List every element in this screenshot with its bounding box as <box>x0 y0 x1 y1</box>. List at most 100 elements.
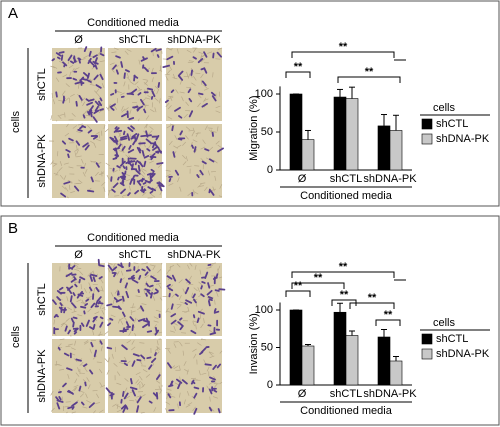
fibre <box>74 152 77 158</box>
cell <box>121 295 125 302</box>
cell <box>69 295 73 303</box>
cell <box>150 357 157 364</box>
fibre <box>153 320 159 323</box>
cell <box>113 127 120 133</box>
cell <box>83 363 88 367</box>
fibre <box>118 166 122 172</box>
cell <box>112 182 119 189</box>
cell <box>98 276 103 280</box>
fibre <box>97 333 103 336</box>
fibre <box>153 324 157 329</box>
fibre <box>141 262 147 265</box>
y-tick-label: 100 <box>255 88 273 100</box>
micrograph <box>52 258 106 337</box>
fibre <box>170 123 175 126</box>
fibre <box>182 350 185 356</box>
fibre <box>178 279 183 284</box>
fibre <box>85 393 88 399</box>
fibre <box>216 126 219 132</box>
fibre <box>219 381 223 385</box>
fibre <box>158 98 161 104</box>
fibre <box>177 48 179 54</box>
fibre <box>140 412 145 414</box>
cell <box>130 378 133 385</box>
fibre <box>140 394 146 398</box>
cell <box>109 136 115 141</box>
fibre <box>51 162 57 165</box>
error-bar <box>381 329 387 337</box>
cell <box>139 305 145 312</box>
cell <box>135 169 141 175</box>
legend-swatch <box>421 118 433 130</box>
fibre <box>116 371 121 376</box>
significance-bracket <box>337 76 401 83</box>
cell <box>111 188 116 193</box>
cell <box>133 105 138 109</box>
fibre <box>136 381 141 386</box>
cell <box>201 281 206 284</box>
fibre <box>184 310 190 313</box>
cell <box>120 262 124 269</box>
fibre <box>206 385 210 391</box>
cell <box>152 146 158 151</box>
cell <box>88 50 92 57</box>
fibre <box>193 76 197 81</box>
cell <box>57 56 61 60</box>
fibre <box>192 321 195 327</box>
fibre <box>126 49 132 52</box>
fibre <box>165 75 169 81</box>
cell <box>58 51 65 54</box>
cell <box>136 180 142 186</box>
y-tick-label: 50 <box>261 341 273 353</box>
fibre <box>58 99 64 102</box>
fibre <box>155 309 161 312</box>
fibre <box>113 105 118 110</box>
cell <box>56 290 62 295</box>
cell <box>129 316 135 322</box>
cell <box>78 95 83 101</box>
fibre <box>157 269 162 274</box>
fibre <box>99 409 104 413</box>
cell <box>52 299 57 305</box>
fibre <box>83 55 88 59</box>
cell <box>127 148 135 154</box>
fibre <box>197 287 200 293</box>
fibre <box>142 184 148 188</box>
fibre <box>55 360 58 366</box>
fibre <box>186 71 189 77</box>
fibre <box>154 85 159 90</box>
fibre <box>188 129 194 132</box>
cell <box>151 90 156 98</box>
fibre <box>87 384 91 390</box>
fibre <box>166 394 169 400</box>
cell <box>179 317 183 321</box>
cell <box>184 302 188 306</box>
fibre <box>153 407 157 412</box>
cell <box>213 308 217 313</box>
significance-label: ** <box>314 272 323 284</box>
cell <box>193 392 198 399</box>
legend-label: shCTL <box>436 333 468 345</box>
cell <box>123 72 126 79</box>
cell <box>121 311 126 318</box>
cell <box>114 147 117 152</box>
cell <box>122 405 127 413</box>
cell <box>82 114 86 119</box>
fibre <box>53 172 59 176</box>
fibre <box>165 401 171 405</box>
cell <box>95 84 102 89</box>
cell <box>146 148 151 152</box>
bar <box>345 98 359 171</box>
fibre <box>119 317 124 321</box>
fibre <box>84 288 87 293</box>
fibre <box>203 88 209 91</box>
fibre <box>81 97 86 102</box>
fibre <box>203 318 205 324</box>
fibre <box>214 299 216 305</box>
fibre <box>173 365 179 370</box>
fibre <box>126 360 131 365</box>
cell <box>204 363 212 366</box>
fibre <box>151 77 154 83</box>
fibre <box>155 380 161 384</box>
fibre <box>76 299 82 303</box>
